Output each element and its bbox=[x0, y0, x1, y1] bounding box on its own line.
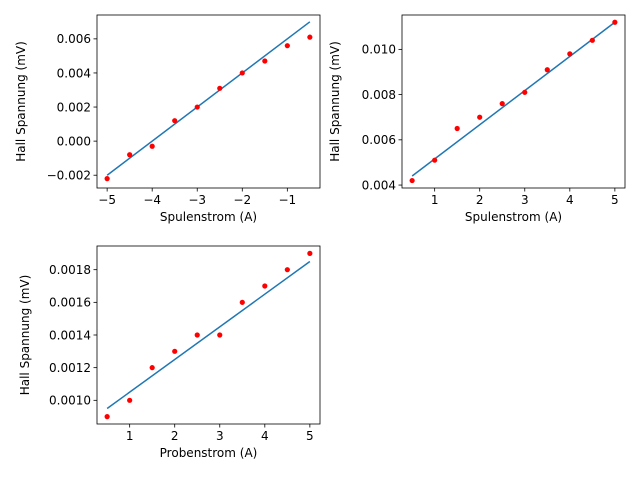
y-axis-label: Hall Spannung (mV) bbox=[328, 41, 342, 162]
y-tick-label: 0.008 bbox=[362, 88, 396, 102]
data-point bbox=[522, 89, 528, 95]
x-axis-label: Spulenstrom (A) bbox=[160, 210, 257, 224]
data-point bbox=[127, 152, 133, 158]
y-tick-label: 0.004 bbox=[57, 66, 91, 80]
data-point bbox=[172, 118, 178, 124]
data-point bbox=[409, 177, 415, 184]
y-tick-label: 0.0012 bbox=[49, 361, 91, 375]
y-axis-label: Hall Spannung (mV) bbox=[18, 275, 32, 396]
x-tick-label: 1 bbox=[431, 193, 439, 207]
x-tick-label: 5 bbox=[306, 429, 314, 443]
y-tick-label: 0.0014 bbox=[49, 328, 91, 342]
x-tick-label: 5 bbox=[611, 193, 619, 207]
x-tick-label: 1 bbox=[126, 429, 134, 443]
chart-1: −5 −4 −3 −2 −1 −0.002 0.000 0.002 0.004 0.006 Spul… bbox=[14, 14, 321, 224]
x-tick-label: 3 bbox=[521, 193, 529, 207]
data-point bbox=[149, 143, 155, 149]
data-point bbox=[454, 125, 460, 132]
y-tick-label: 0.006 bbox=[57, 32, 91, 46]
data-point bbox=[217, 332, 223, 338]
data-point bbox=[172, 348, 178, 354]
data-point bbox=[104, 176, 110, 182]
data-point bbox=[262, 283, 268, 289]
data-point bbox=[217, 85, 223, 91]
data-point bbox=[499, 101, 505, 107]
x-axis-label: Spulenstrom (A) bbox=[465, 210, 562, 224]
x-tick-label: −2 bbox=[233, 193, 251, 207]
x-tick-label: 2 bbox=[171, 429, 179, 443]
data-point bbox=[284, 43, 290, 49]
data-point bbox=[104, 414, 110, 420]
data-point bbox=[477, 114, 483, 120]
axes-frame bbox=[401, 14, 626, 189]
data-point bbox=[307, 34, 313, 40]
data-point bbox=[194, 104, 200, 110]
data-point bbox=[307, 250, 313, 256]
data-point bbox=[589, 37, 595, 43]
x-tick-label: −3 bbox=[188, 193, 206, 207]
x-axis-label: Probenstrom (A) bbox=[160, 446, 258, 460]
data-point bbox=[194, 332, 200, 338]
data-point bbox=[612, 19, 618, 25]
chart-2: 1 2 3 4 5 0.004 0.006 0.008 0.010 Spulenstrom (A)… bbox=[328, 14, 626, 224]
x-tick-label: −1 bbox=[278, 193, 296, 207]
y-tick-label: −0.002 bbox=[47, 169, 91, 183]
y-axis-label: Hall Spannung (mV) bbox=[14, 41, 28, 162]
data-point bbox=[544, 67, 550, 73]
data-point bbox=[284, 267, 290, 273]
fit-line bbox=[106, 260, 311, 410]
data-point bbox=[239, 70, 245, 76]
y-tick-label: 0.002 bbox=[57, 100, 91, 114]
fit-line bbox=[106, 21, 311, 176]
y-tick-label: 0.0018 bbox=[49, 263, 91, 277]
data-point bbox=[262, 58, 268, 64]
data-point bbox=[567, 51, 573, 57]
y-tick-label: 0.006 bbox=[362, 133, 396, 147]
axes-frame bbox=[96, 14, 321, 189]
y-tick-label: 0.000 bbox=[57, 134, 91, 148]
data-point bbox=[432, 157, 438, 163]
data-point bbox=[239, 299, 245, 305]
x-tick-label: 3 bbox=[216, 429, 224, 443]
x-tick-label: 4 bbox=[566, 193, 574, 207]
chart-3: 1 2 3 4 5 0.0010 0.0012 0.0014 0.0016 0.0018 Probe… bbox=[18, 245, 321, 460]
y-tick-label: 0.010 bbox=[362, 43, 396, 57]
x-tick-label: −4 bbox=[143, 193, 161, 207]
fit-line bbox=[411, 21, 616, 177]
data-point bbox=[127, 397, 133, 403]
y-tick-label: 0.0016 bbox=[49, 296, 91, 310]
x-tick-label: −5 bbox=[98, 193, 116, 207]
y-tick-label: 0.0010 bbox=[49, 394, 91, 408]
x-tick-label: 2 bbox=[476, 193, 484, 207]
x-tick-label: 4 bbox=[261, 429, 269, 443]
y-tick-label: 0.004 bbox=[362, 178, 396, 192]
data-point bbox=[149, 365, 155, 371]
